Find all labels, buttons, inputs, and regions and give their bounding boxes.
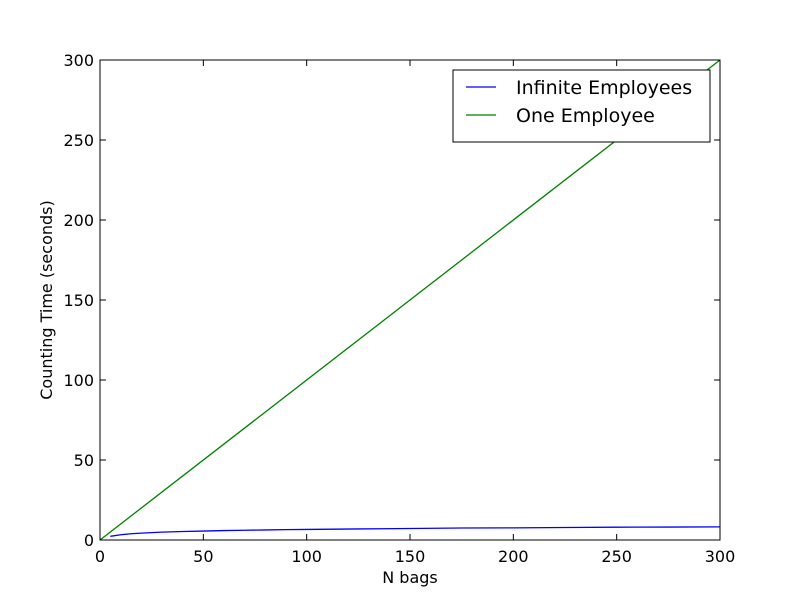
y-tick-label: 300 — [63, 51, 94, 70]
x-tick-label: 250 — [601, 547, 632, 566]
y-tick-label: 150 — [63, 291, 94, 310]
y-tick-label: 50 — [74, 451, 94, 470]
y-tick-label: 250 — [63, 131, 94, 150]
legend-label-1: One Employee — [516, 105, 655, 127]
x-tick-label: 150 — [395, 547, 426, 566]
y-axis-title: Counting Time (seconds) — [37, 200, 56, 399]
x-tick-label: 300 — [705, 547, 736, 566]
x-tick-label: 200 — [498, 547, 529, 566]
ticks-layer: 0 50 100 150 200 250 300 0 50 100 150 200 250 300 — [63, 51, 735, 566]
legend-label-0: Infinite Employees — [516, 77, 692, 99]
y-tick-label: 200 — [63, 211, 94, 230]
y-tick-label: 100 — [63, 371, 94, 390]
x-tick-label: 100 — [291, 547, 322, 566]
series-line-0 — [110, 526, 721, 537]
legend-box — [452, 69, 711, 143]
x-tick-label: 0 — [95, 547, 105, 566]
legend: Infinite Employees One Employee — [452, 69, 711, 143]
x-tick-label: 50 — [193, 547, 213, 566]
x-axis-title: N bags — [382, 568, 438, 587]
y-tick-label: 0 — [84, 531, 94, 550]
